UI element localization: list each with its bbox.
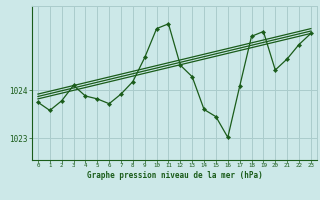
X-axis label: Graphe pression niveau de la mer (hPa): Graphe pression niveau de la mer (hPa) <box>86 171 262 180</box>
